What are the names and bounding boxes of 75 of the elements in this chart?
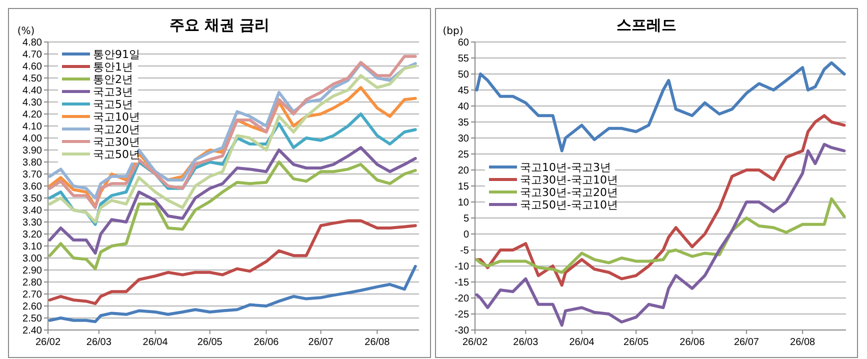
y-tick-label: 4.10 [22,122,42,132]
y-tick-label: 3.20 [22,230,42,240]
y-tick-label: 3.30 [22,218,42,228]
y-tick-label: 45 [458,86,470,96]
x-tick-label: 26/04 [142,337,168,348]
x-tick-label: 26/06 [680,337,706,348]
legend-label: 국고3년 [93,85,133,98]
legend-label: 국고10년-국고3년 [520,160,611,174]
y-tick-label: 4.40 [22,86,42,96]
y-tick-label: 3.00 [22,254,42,264]
y-tick-label: 4.00 [22,134,42,144]
y-tick-label: 3.10 [22,242,42,252]
chart-title: 주요 채권 금리 [169,16,270,34]
x-tick-label: 26/08 [790,337,816,348]
y-tick-label: -15 [454,278,470,288]
legend-label: 통안91일 [93,48,140,61]
legend-label: 통안2년 [93,72,133,86]
x-tick-label: 26/02 [35,337,61,348]
y-tick-label: 2.70 [22,290,42,300]
x-tick-label: 26/05 [624,337,650,348]
y-tick-label: -25 [454,310,470,320]
legend-label: 국고10년 [93,110,140,124]
legend-label: 국고30년-국고10년 [520,173,618,186]
y-tick-label: 4.70 [22,50,42,60]
y-tick-label: 3.40 [22,206,42,216]
y-tick-label: -10 [454,262,470,272]
y-tick-label: 2.40 [22,326,42,336]
y-axis-title: (bp) [442,26,464,37]
y-tick-label: 35 [458,118,470,128]
legend-label: 국고20년 [93,122,140,136]
y-tick-label: 4.50 [22,74,42,84]
legend-label: 국고50년 [93,148,140,161]
y-tick-label: 0 [463,230,470,240]
y-tick-label: 40 [458,102,470,112]
y-tick-label: 2.80 [22,278,42,288]
y-tick-label: 15 [458,182,470,192]
y-tick-label: -5 [460,246,470,256]
x-tick-label: 26/05 [197,337,223,348]
x-tick-label: 26/08 [364,337,390,348]
y-tick-label: 4.30 [22,98,42,108]
legend-label: 국고5년 [93,98,133,111]
legend-label: 국고30년-국고20년 [520,186,618,199]
x-tick-label: 26/03 [86,337,112,348]
y-tick-label: 4.20 [22,110,42,120]
y-tick-label: 3.70 [22,170,42,180]
legend-label: 통안1년 [93,60,133,74]
y-tick-label: 4.80 [22,38,42,48]
y-tick-label: 2.50 [22,314,42,324]
y-tick-label: 50 [458,70,470,80]
y-tick-label: 55 [458,54,470,64]
y-tick-label: 3.60 [22,182,42,192]
y-tick-label: 20 [458,166,470,176]
x-tick-label: 26/07 [308,337,334,348]
y-tick-label: 4.60 [22,62,42,72]
y-tick-label: 3.90 [22,146,42,156]
y-axis-title: (%) [17,26,35,37]
y-tick-label: -20 [454,294,470,304]
x-tick-label: 26/06 [254,337,280,348]
x-tick-label: 26/03 [513,337,539,348]
y-tick-label: 2.60 [22,302,42,312]
x-tick-label: 26/04 [569,337,595,348]
y-tick-label: 30 [458,134,470,144]
y-tick-label: 3.50 [22,194,42,204]
y-tick-label: 25 [458,150,470,160]
legend-label: 국고50년-국고10년 [520,198,618,212]
chart-title: 스프레드 [616,16,676,34]
y-tick-label: 5 [463,214,470,224]
legend-label: 국고30년 [93,135,140,148]
y-tick-label: 2.90 [22,266,42,276]
y-tick-label: 60 [458,38,470,48]
y-tick-label: 3.80 [22,158,42,168]
y-tick-label: 10 [458,198,470,208]
y-tick-label: -30 [454,326,470,336]
x-tick-label: 26/02 [462,337,488,348]
x-tick-label: 26/07 [734,337,760,348]
